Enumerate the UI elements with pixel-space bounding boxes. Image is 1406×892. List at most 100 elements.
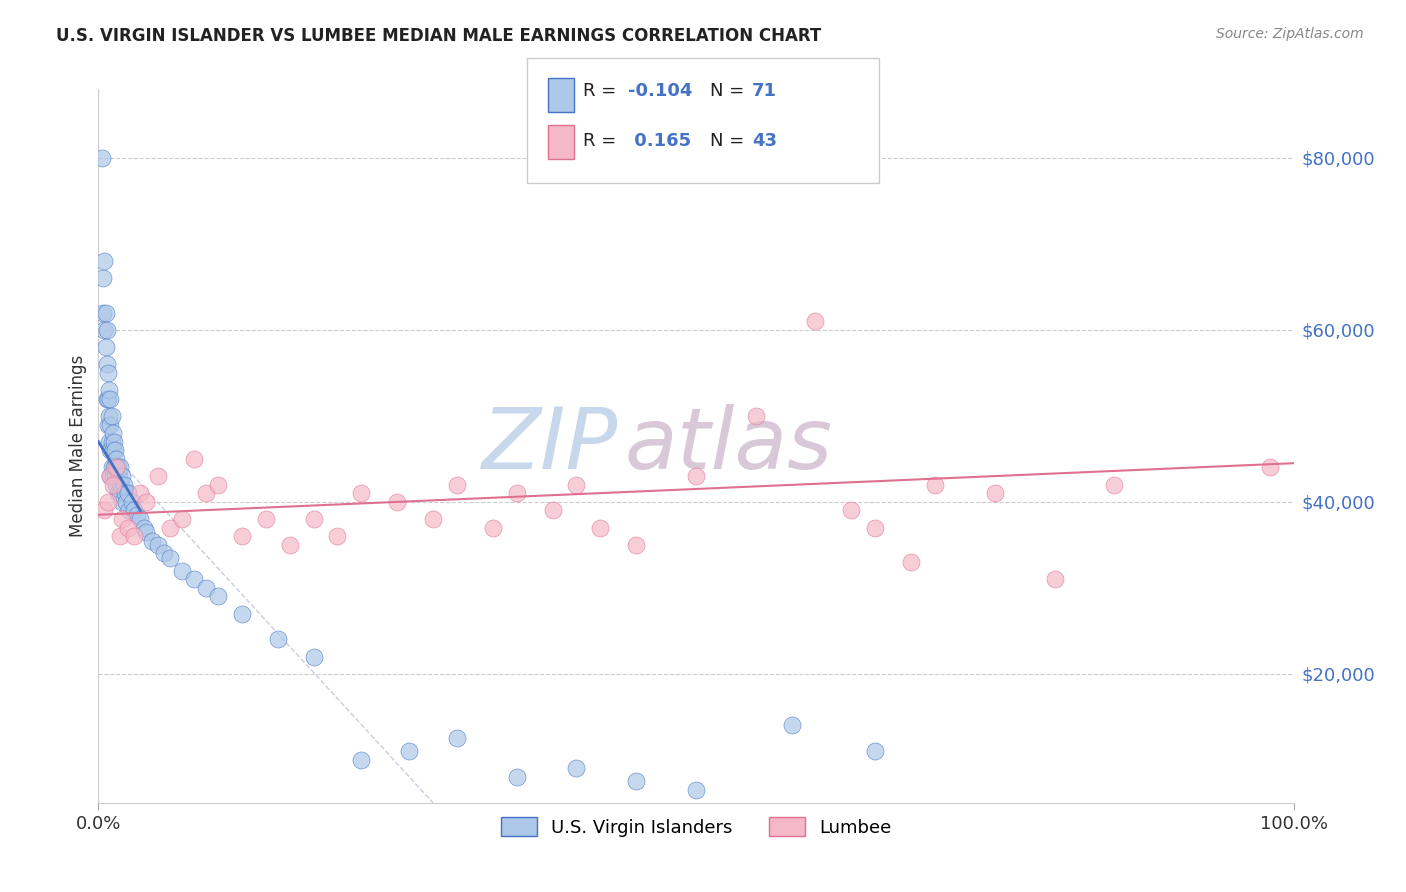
Point (446, 731, 468, 746)
Point (114, 486, 136, 500)
Point (385, 495, 409, 509)
Point (267, 632, 290, 647)
Point (124, 503, 146, 517)
Point (98, 469, 122, 483)
Point (1258, 460, 1281, 475)
Point (780, 718, 803, 732)
Point (1043, 572, 1066, 586)
Text: atlas: atlas (624, 404, 832, 488)
Point (125, 508, 148, 522)
Point (626, 538, 648, 552)
Text: -0.104: -0.104 (628, 82, 693, 100)
Point (195, 581, 218, 595)
Point (98, 409, 121, 423)
Point (129, 512, 152, 526)
Point (589, 521, 612, 535)
Point (98, 443, 122, 458)
Point (100, 460, 122, 475)
Text: R =: R = (583, 132, 623, 150)
Point (101, 477, 124, 491)
Point (112, 477, 135, 491)
Text: U.S. VIRGIN ISLANDER VS LUMBEE MEDIAN MALE EARNINGS CORRELATION CHART: U.S. VIRGIN ISLANDER VS LUMBEE MEDIAN MA… (56, 27, 821, 45)
Point (97, 392, 120, 406)
Point (101, 443, 124, 458)
Point (91, 151, 114, 165)
Point (98, 417, 122, 432)
Point (446, 477, 468, 491)
Legend: U.S. Virgin Islanders, Lumbee: U.S. Virgin Islanders, Lumbee (494, 810, 898, 844)
Point (93, 503, 115, 517)
Point (326, 529, 349, 543)
Point (108, 460, 131, 475)
Text: 0.165: 0.165 (628, 132, 692, 150)
Point (115, 495, 138, 509)
Point (924, 477, 946, 491)
Point (107, 486, 129, 500)
Point (105, 451, 128, 466)
Point (302, 649, 325, 664)
Point (135, 495, 157, 509)
Point (207, 590, 229, 604)
Point (135, 524, 157, 539)
Point (350, 753, 373, 767)
Point (117, 486, 139, 500)
Point (93, 254, 115, 268)
Point (97, 495, 120, 509)
Text: 71: 71 (752, 82, 778, 100)
Point (148, 538, 170, 552)
Point (231, 529, 253, 543)
Point (96, 323, 118, 337)
Point (153, 546, 176, 560)
Point (93, 323, 115, 337)
Point (1104, 477, 1126, 491)
Point (103, 434, 125, 449)
Point (865, 744, 887, 758)
Point (172, 512, 194, 526)
Point (103, 460, 125, 475)
Point (565, 477, 588, 491)
Text: 43: 43 (752, 132, 778, 150)
Point (841, 503, 863, 517)
Point (97, 417, 120, 432)
Point (108, 486, 131, 500)
Point (172, 564, 194, 578)
Point (207, 477, 229, 491)
Point (900, 555, 922, 569)
Point (111, 495, 134, 509)
Point (98, 383, 121, 397)
Point (506, 770, 529, 784)
Point (350, 486, 373, 500)
Point (107, 460, 129, 475)
Point (94, 340, 117, 354)
Point (278, 538, 301, 552)
Point (108, 529, 131, 543)
Point (541, 503, 564, 517)
Point (195, 486, 218, 500)
Point (110, 477, 132, 491)
Point (111, 512, 134, 526)
Point (100, 409, 122, 423)
Point (398, 744, 420, 758)
Point (104, 469, 127, 483)
Point (105, 477, 128, 491)
Point (422, 512, 444, 526)
Point (984, 486, 1007, 500)
Point (129, 486, 152, 500)
Point (104, 443, 127, 458)
Text: N =: N = (710, 132, 749, 150)
Point (804, 314, 827, 328)
Point (121, 495, 143, 509)
Point (97, 366, 120, 380)
Text: Source: ZipAtlas.com: Source: ZipAtlas.com (1216, 27, 1364, 41)
Point (91, 306, 114, 320)
Point (94, 306, 117, 320)
Point (302, 512, 325, 526)
Text: R =: R = (583, 82, 623, 100)
Point (124, 529, 146, 543)
Point (111, 469, 134, 483)
Point (96, 392, 118, 406)
Point (105, 460, 128, 475)
Point (117, 521, 139, 535)
Point (96, 357, 118, 371)
Point (482, 521, 505, 535)
